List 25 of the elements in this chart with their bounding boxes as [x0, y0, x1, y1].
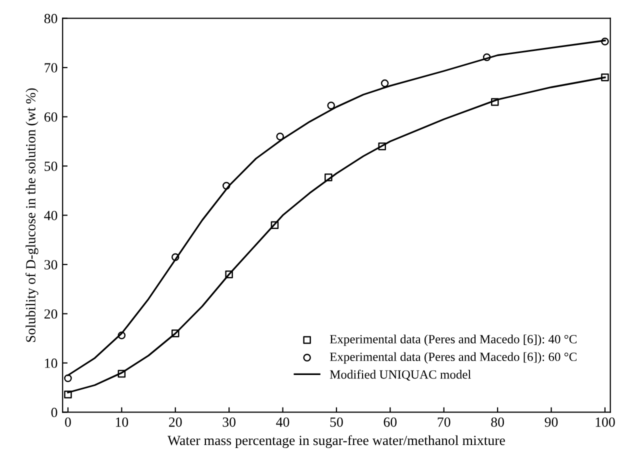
- x-tick-label: 60: [384, 417, 397, 427]
- y-tick-label: 60: [44, 112, 58, 122]
- x-axis-title: Water mass percentage in sugar-free water/methanol mixture: [168, 435, 505, 448]
- x-tick-label: 80: [491, 417, 504, 427]
- y-tick-label: 40: [44, 210, 58, 220]
- x-tick-label: 10: [116, 417, 128, 427]
- x-tick-label: 70: [438, 417, 450, 427]
- y-tick-label: 70: [44, 63, 58, 73]
- x-tick-label: 50: [330, 417, 343, 427]
- y-tick-label: 80: [44, 14, 58, 24]
- y-tick-label: 30: [44, 260, 58, 270]
- x-tick-label: 0: [65, 417, 71, 427]
- y-tick-label: 10: [45, 358, 58, 368]
- legend-label: Modified UNIQUAC model: [330, 370, 471, 381]
- y-tick-label: 0: [51, 408, 58, 418]
- y-tick-label: 20: [44, 309, 58, 319]
- y-tick-label: 50: [44, 162, 58, 171]
- legend-label: Experimental data (Peres and Macedo [6]): 40 °C: [330, 334, 576, 346]
- y-axis-title: Solubility of D-glucose in the solution (wt %): [26, 88, 38, 342]
- x-tick-label: 100: [596, 417, 615, 427]
- x-tick-label: 90: [544, 417, 558, 427]
- x-tick-label: 20: [169, 417, 182, 427]
- x-tick-label: 30: [222, 417, 236, 427]
- x-tick-label: 40: [276, 417, 290, 427]
- legend-label: Experimental data (Peres and Macedo [6]): 60 °C: [330, 352, 576, 364]
